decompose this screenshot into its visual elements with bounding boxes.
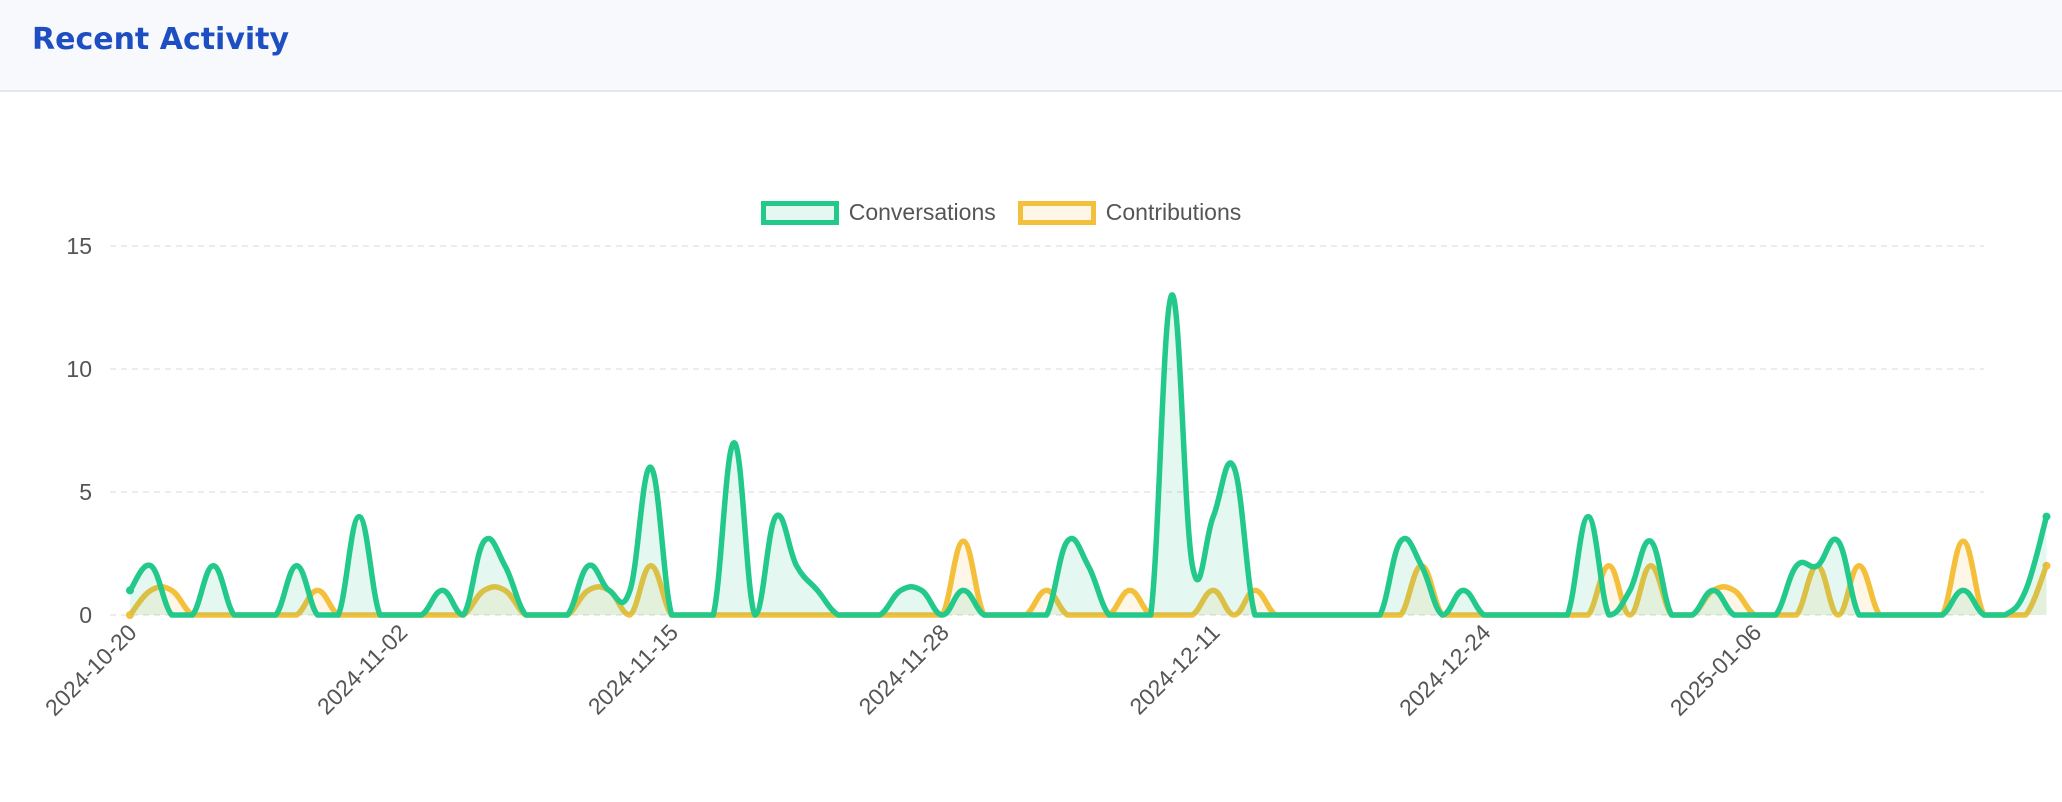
point-contributions bbox=[2042, 561, 2051, 570]
y-tick-label: 15 bbox=[66, 233, 92, 259]
chart-legend: Conversations Contributions bbox=[0, 199, 2032, 226]
y-tick-label: 10 bbox=[66, 356, 92, 382]
legend-label-conversations: Conversations bbox=[848, 199, 996, 225]
point-conversations bbox=[2042, 512, 2051, 521]
x-tick-label: 2024-11-02 bbox=[312, 619, 412, 719]
legend-swatch-contributions bbox=[1017, 200, 1096, 225]
x-tick-label: 2024-10-20 bbox=[40, 619, 142, 721]
line-contributions bbox=[127, 538, 2050, 618]
legend-label-contributions: Contributions bbox=[1105, 199, 1242, 225]
x-tick-label: 2024-11-28 bbox=[854, 619, 954, 719]
line-conversations bbox=[127, 292, 2050, 618]
card-header: Recent Activity bbox=[0, 0, 2062, 92]
legend-swatch-conversations bbox=[760, 200, 839, 225]
x-tick-label: 2024-12-24 bbox=[1394, 619, 1496, 721]
card-title: Recent Activity bbox=[32, 22, 290, 57]
point-conversations bbox=[126, 586, 134, 595]
point-contributions bbox=[126, 611, 134, 619]
x-tick-label: 2024-11-15 bbox=[583, 619, 683, 719]
legend-item-contributions[interactable]: Contributions bbox=[1017, 199, 1242, 226]
x-tick-label: 2025-01-06 bbox=[1665, 619, 1767, 721]
x-tick-label: 2024-12-11 bbox=[1124, 619, 1224, 719]
area-contributions bbox=[130, 541, 2047, 615]
legend-item-conversations[interactable]: Conversations bbox=[760, 199, 996, 226]
y-tick-label: 0 bbox=[79, 602, 92, 628]
y-tick-label: 5 bbox=[79, 479, 92, 505]
